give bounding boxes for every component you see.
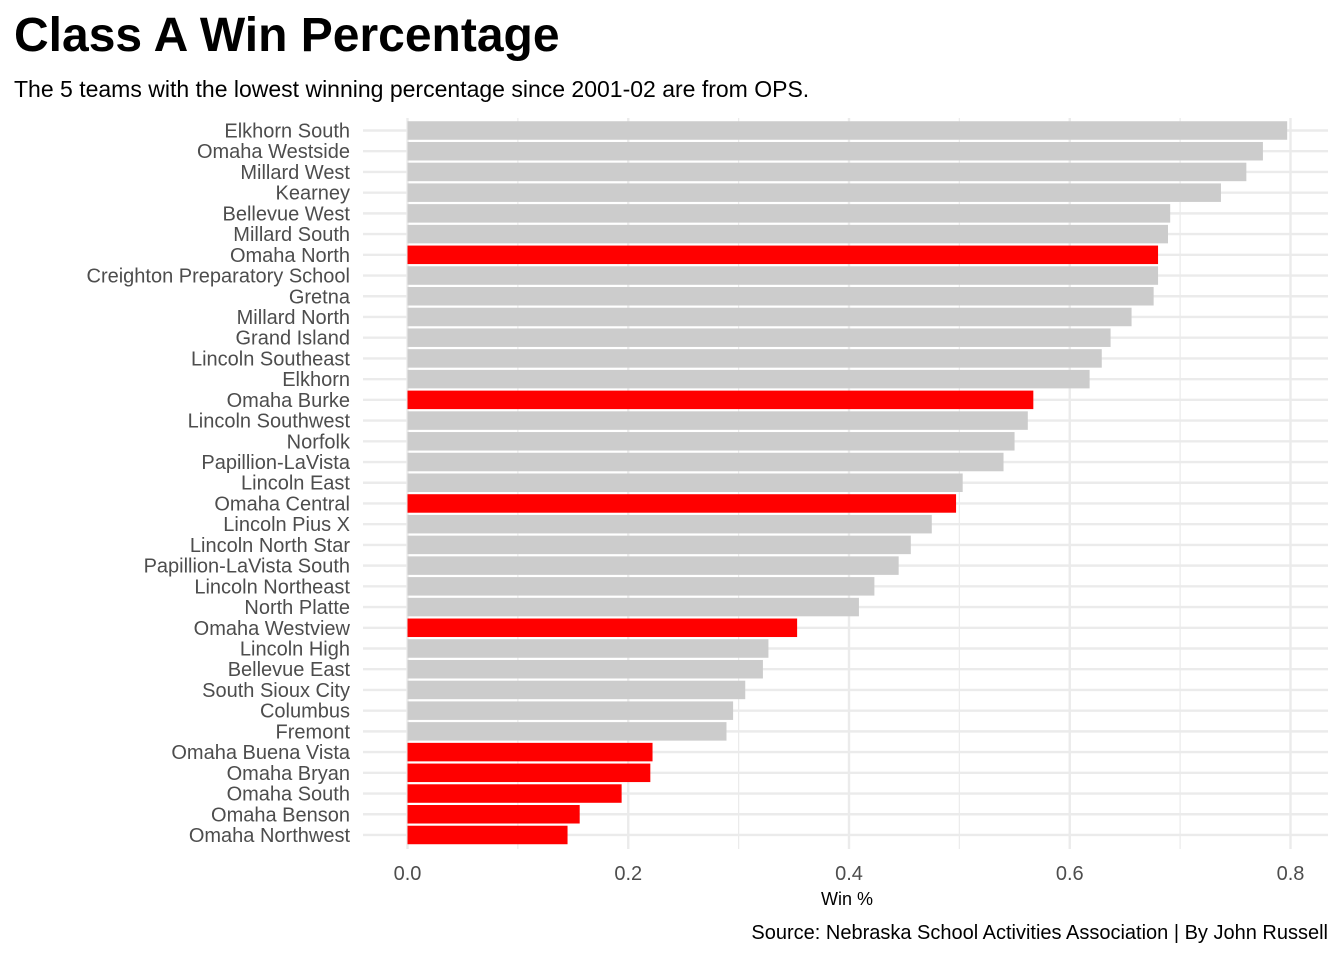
- bar-omaha-buena-vista: [407, 742, 653, 762]
- bar-omaha-benson: [407, 805, 580, 824]
- y-tick-label: Lincoln Southwest: [188, 411, 351, 433]
- bar-lincoln-north-star: [407, 535, 911, 555]
- y-tick-label: Grand Island: [235, 328, 350, 350]
- bar-north-platte: [407, 597, 859, 617]
- y-tick-label: Omaha Bryan: [227, 763, 350, 785]
- bar-lincoln-pius-x: [407, 514, 932, 534]
- y-tick-label: Papillion-LaVista South: [144, 556, 350, 578]
- bar-papillion-lavista: [407, 452, 1004, 472]
- bar-papillion-lavista-south: [407, 556, 899, 575]
- y-tick-label: Elkhorn South: [224, 121, 350, 143]
- bar-south-sioux-city: [407, 680, 746, 700]
- bar-millard-south: [407, 224, 1168, 244]
- y-tick-label: Lincoln High: [240, 639, 350, 661]
- bar-omaha-bryan: [407, 763, 651, 783]
- x-axis-label: Win %: [821, 889, 873, 909]
- y-tick-label: Millard North: [237, 307, 350, 329]
- y-tick-label: Omaha Westside: [197, 141, 350, 163]
- y-tick-label: North Platte: [244, 597, 350, 619]
- bars: [407, 121, 1288, 845]
- y-tick-label: Lincoln Southeast: [191, 348, 350, 370]
- y-tick-label: Omaha Northwest: [189, 825, 351, 847]
- y-tick-label: Lincoln Northeast: [194, 576, 350, 598]
- bar-grand-island: [407, 328, 1111, 347]
- bar-omaha-south: [407, 784, 622, 803]
- bar-columbus: [407, 701, 734, 720]
- chart-subtitle: The 5 teams with the lowest winning perc…: [14, 76, 810, 102]
- bar-elkhorn-south: [407, 121, 1288, 140]
- y-tick-label: South Sioux City: [202, 680, 350, 702]
- y-tick-label: Bellevue West: [223, 203, 351, 225]
- y-tick-label: Kearney: [276, 183, 351, 205]
- bar-omaha-central: [407, 494, 957, 513]
- bar-creighton-preparatory-school: [407, 266, 1159, 285]
- y-tick-label: Papillion-LaVista: [201, 452, 350, 474]
- x-tick-label: 0.4: [835, 863, 863, 885]
- chart-caption: Source: Nebraska School Activities Assoc…: [751, 922, 1328, 944]
- bar-lincoln-southeast: [407, 349, 1102, 368]
- bar-omaha-north: [407, 245, 1159, 265]
- y-tick-label: Columbus: [260, 701, 350, 723]
- bar-elkhorn: [407, 369, 1090, 389]
- y-tick-label: Norfolk: [287, 431, 351, 453]
- y-tick-label: Omaha Central: [214, 493, 350, 515]
- y-tick-label: Elkhorn: [282, 369, 350, 391]
- bar-norfolk: [407, 432, 1015, 451]
- x-tick-label: 0.2: [614, 863, 642, 885]
- bar-omaha-westside: [407, 141, 1263, 161]
- y-tick-label: Omaha Burke: [227, 390, 350, 412]
- bar-bellevue-east: [407, 659, 763, 679]
- bar-millard-north: [407, 307, 1132, 327]
- y-tick-label: Gretna: [289, 286, 351, 308]
- bar-lincoln-high: [407, 639, 769, 658]
- bar-fremont: [407, 722, 727, 741]
- bar-omaha-northwest: [407, 825, 568, 845]
- bar-lincoln-northeast: [407, 577, 875, 596]
- bar-bellevue-west: [407, 204, 1171, 223]
- y-tick-label: Omaha Buena Vista: [171, 742, 351, 764]
- y-tick-label: Omaha North: [230, 245, 350, 267]
- y-tick-label: Millard West: [240, 162, 350, 184]
- x-axis-ticks: 0.0 0.2 0.4 0.6 0.8: [394, 863, 1305, 885]
- y-tick-label: Lincoln Pius X: [223, 514, 350, 536]
- y-tick-label: Millard South: [233, 224, 350, 246]
- bar-omaha-westview: [407, 618, 798, 638]
- y-tick-label: Creighton Preparatory School: [87, 266, 350, 288]
- x-tick-label: 0.6: [1056, 863, 1084, 885]
- y-tick-label: Omaha Benson: [211, 804, 350, 826]
- y-tick-label: Fremont: [276, 721, 351, 743]
- y-tick-label: Omaha South: [227, 784, 350, 806]
- chart-title: Class A Win Percentage: [14, 9, 560, 62]
- bar-omaha-burke: [407, 390, 1034, 410]
- bar-gretna: [407, 287, 1154, 306]
- y-tick-label: Omaha Westview: [194, 618, 351, 640]
- bar-kearney: [407, 183, 1221, 202]
- bar-lincoln-east: [407, 473, 963, 492]
- y-tick-label: Lincoln North Star: [190, 535, 350, 557]
- x-tick-label: 0.8: [1277, 863, 1305, 885]
- y-tick-label: Lincoln East: [241, 473, 350, 495]
- y-tick-label: Bellevue East: [228, 659, 351, 681]
- bar-millard-west: [407, 162, 1247, 182]
- x-tick-label: 0.0: [394, 863, 422, 885]
- bar-lincoln-southwest: [407, 411, 1028, 430]
